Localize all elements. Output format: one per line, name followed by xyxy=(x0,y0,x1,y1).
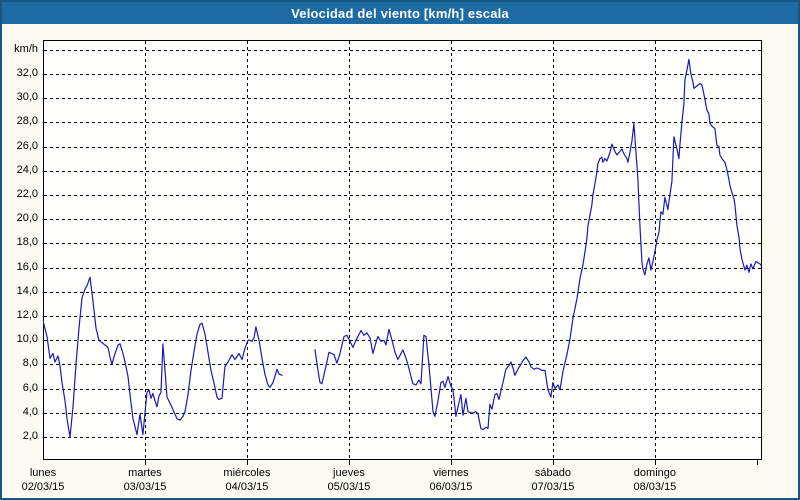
day-name: lunes xyxy=(29,467,57,479)
x-day-label: lunes 02/03/15 xyxy=(2,466,88,494)
window-titlebar: Velocidad del viento [km/h] escala xyxy=(2,2,798,24)
x-day-label: miércoles 04/03/15 xyxy=(202,466,292,494)
day-name: jueves xyxy=(333,467,365,479)
y-tick-label: 18,0 xyxy=(16,236,38,249)
y-tick-label: 30,0 xyxy=(16,91,38,104)
y-tick-label: 32,0 xyxy=(16,66,38,79)
day-name: sábado xyxy=(534,467,571,479)
day-name: viernes xyxy=(433,467,469,479)
y-tick-label: 6,0 xyxy=(22,381,38,394)
day-date: 08/03/15 xyxy=(633,481,677,493)
y-tick-label: 10,0 xyxy=(16,333,38,346)
y-tick-label: 22,0 xyxy=(16,187,38,200)
day-name: miércoles xyxy=(223,467,271,479)
wind-speed-chart xyxy=(43,40,762,465)
day-date: 07/03/15 xyxy=(531,481,575,493)
plot-border xyxy=(43,40,762,460)
y-tick-label: 8,0 xyxy=(22,357,38,370)
day-date: 03/03/15 xyxy=(123,481,167,493)
x-day-label: viernes 06/03/15 xyxy=(406,466,496,494)
day-date: 05/03/15 xyxy=(327,481,371,493)
day-name: domingo xyxy=(633,467,676,479)
wind-speed-line xyxy=(314,58,762,431)
wind-speed-line xyxy=(43,276,283,438)
y-tick-label: 20,0 xyxy=(16,212,38,225)
day-date: 02/03/15 xyxy=(21,481,65,493)
y-tick-label: 2,0 xyxy=(22,430,38,442)
x-day-label: sábado 07/03/15 xyxy=(508,466,598,494)
x-day-label: jueves 05/03/15 xyxy=(304,466,394,494)
y-axis-unit-label: km/h xyxy=(14,42,38,55)
y-tick-label: 26,0 xyxy=(16,139,38,152)
x-day-label: martes 03/03/15 xyxy=(100,466,190,494)
day-date: 06/03/15 xyxy=(429,481,473,493)
y-tick-label: 12,0 xyxy=(16,308,38,321)
plot-background xyxy=(43,40,762,460)
window-title: Velocidad del viento [km/h] escala xyxy=(291,5,509,21)
y-tick-label: 4,0 xyxy=(22,405,38,418)
y-tick-label: 28,0 xyxy=(16,115,38,128)
y-tick-label: 16,0 xyxy=(16,260,38,273)
day-name: martes xyxy=(128,467,162,479)
y-tick-label: 14,0 xyxy=(16,284,38,297)
y-tick-label: 24,0 xyxy=(16,163,38,176)
day-date: 04/03/15 xyxy=(225,481,269,493)
x-day-label: domingo 08/03/15 xyxy=(610,466,700,494)
